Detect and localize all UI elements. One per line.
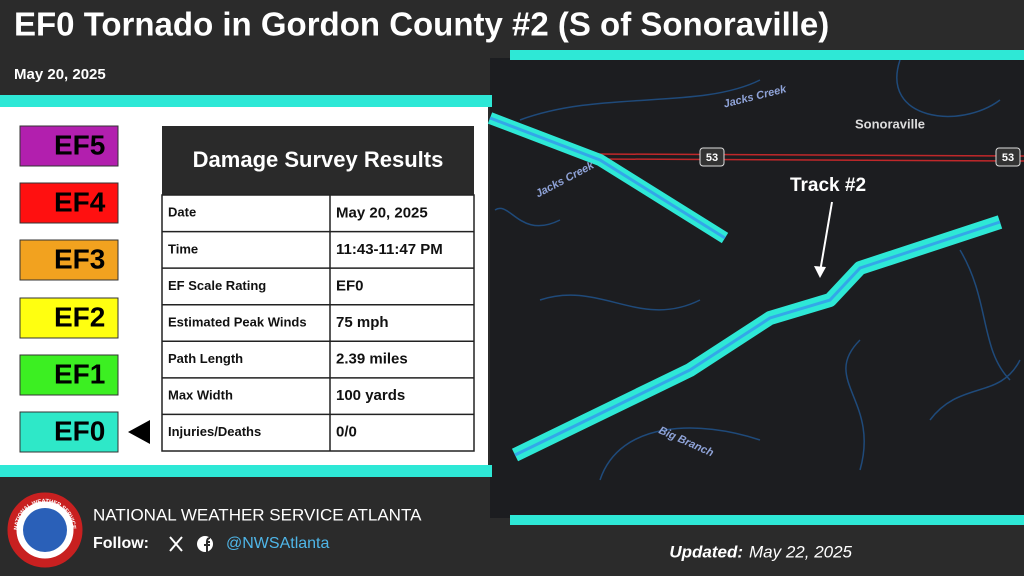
ef-label: EF1 (54, 358, 105, 389)
row-label: Estimated Peak Winds (168, 314, 307, 329)
road-shield (699, 147, 725, 167)
stripe (0, 95, 492, 107)
track-label: Track #2 (790, 175, 866, 196)
row-value: 0/0 (336, 424, 357, 441)
row-value: EF0 (336, 277, 364, 294)
map-border-top (510, 50, 1024, 60)
ef-label: EF4 (54, 186, 106, 217)
map-area (490, 58, 1024, 518)
updated-label: Updated: (669, 542, 743, 561)
ef-box (19, 239, 119, 281)
ef-box (19, 182, 119, 224)
ef-box (19, 354, 119, 396)
title: EF0 Tornado in Gordon County #2 (S of So… (14, 6, 829, 43)
row-value: 2.39 miles (336, 351, 408, 368)
ef-box (19, 297, 119, 339)
ef-scale: EF5 EF4 EF3 EF2 EF1 EF0 (19, 125, 150, 453)
row-label: Max Width (168, 388, 233, 403)
map: Jacks Creek Jacks Creek Sonoraville 53 5… (487, 50, 1024, 525)
row-value: 11:43-11:47 PM (336, 241, 443, 258)
streams (494, 59, 1021, 481)
map-border-bottom (510, 515, 1024, 525)
office: NATIONAL WEATHER SERVICE ATLANTA (93, 505, 422, 524)
table-body (161, 194, 475, 452)
row-value: 100 yards (336, 387, 405, 404)
track-2-center (514, 220, 1001, 457)
map-label: Sonoraville (855, 116, 925, 131)
date: May 20, 2025 (14, 66, 106, 83)
row-value: 75 mph (336, 314, 389, 331)
row-label: EF Scale Rating (168, 278, 266, 293)
ef-label: EF2 (54, 301, 105, 332)
survey-table: Damage Survey Results Date May 20, 2025 Ti… (161, 126, 475, 452)
ef-label: EF3 (54, 243, 105, 274)
stripe (0, 465, 492, 477)
indicator (128, 420, 150, 444)
row-label: Injuries/Deaths (168, 424, 261, 439)
logo-band (7, 492, 83, 568)
handle: @NWSAtlanta (226, 535, 329, 552)
table-title: Damage Survey Results (193, 147, 444, 172)
track-1-center (489, 116, 726, 240)
row-label: Date (168, 205, 196, 220)
road-shield (995, 147, 1021, 167)
road-number: 53 (706, 152, 718, 164)
row-value: May 20, 2025 (336, 204, 428, 221)
updated-date: May 22, 2025 (749, 542, 853, 561)
arrow-head (814, 266, 826, 278)
table-header (162, 126, 474, 195)
ef-box (19, 125, 119, 167)
logo: NATIONAL WEATHER SERVICE (7, 492, 83, 568)
x-icon (169, 536, 183, 552)
row-label: Path Length (168, 351, 243, 366)
follow: Follow: (93, 535, 149, 552)
logo-core (23, 508, 67, 552)
arrow-line (819, 201, 833, 273)
road-number: 53 (1002, 152, 1014, 164)
row-label: Time (168, 241, 198, 256)
facebook-f (204, 537, 211, 552)
road (594, 153, 1024, 162)
ef-label: EF0 (54, 415, 105, 446)
ef-box (19, 411, 119, 453)
ef-label: EF5 (54, 129, 105, 160)
